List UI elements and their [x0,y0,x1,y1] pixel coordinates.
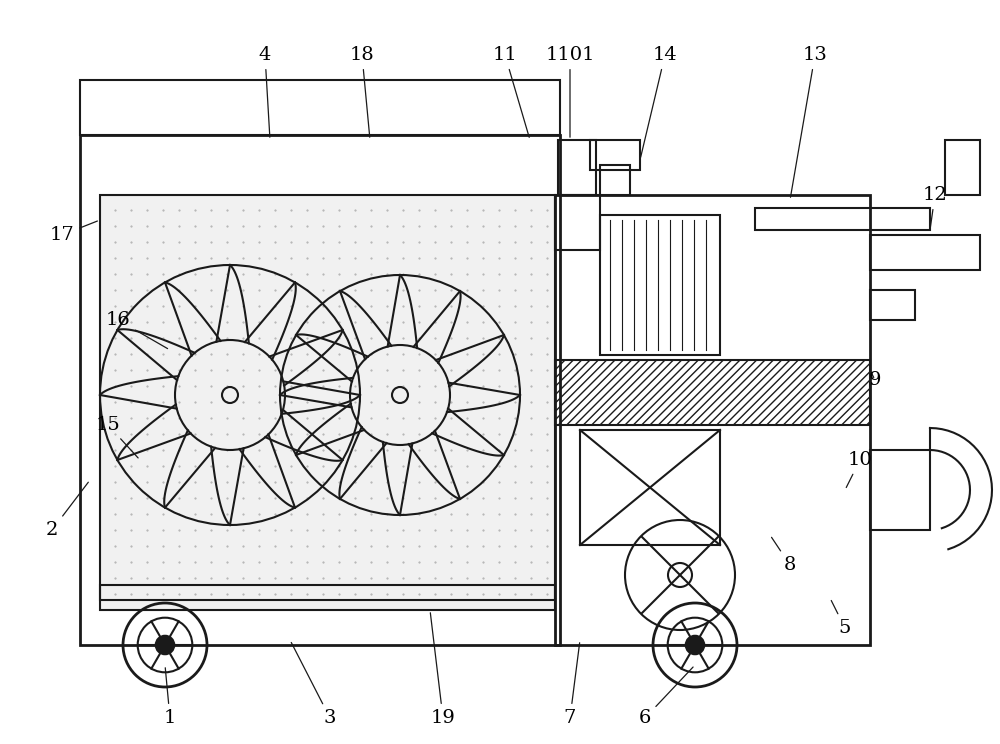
Bar [555,360,870,425]
Text: 19: 19 [430,613,455,727]
Text: 13: 13 [790,46,827,197]
Circle shape [156,636,174,654]
Text: 14: 14 [641,46,677,157]
Circle shape [686,636,704,654]
Bar [600,215,720,355]
Bar [100,195,555,610]
Bar [590,140,640,170]
Text: 12: 12 [923,186,947,227]
Bar [555,195,870,645]
Text: 5: 5 [831,600,851,637]
Bar [870,290,915,320]
Text: 3: 3 [291,643,336,727]
Bar [80,135,560,645]
Text: 17: 17 [50,221,97,244]
Bar [580,430,720,545]
Text: 1101: 1101 [545,46,595,137]
Text: 4: 4 [259,46,271,137]
Bar [870,235,980,270]
Text: 9: 9 [869,371,881,389]
Text: 11: 11 [493,46,529,138]
Bar [870,450,930,530]
Bar [100,585,555,600]
Text: 8: 8 [772,537,796,574]
Bar [558,140,596,195]
Text: 7: 7 [564,643,580,727]
Bar [555,195,600,250]
Bar [600,165,630,195]
Bar [80,80,560,135]
Text: 10: 10 [846,451,872,487]
Text: 15: 15 [96,416,138,458]
Text: 18: 18 [350,46,374,137]
Text: 1: 1 [164,668,176,727]
Text: 16: 16 [106,311,168,349]
Bar [945,140,980,195]
Text: 2: 2 [46,482,88,539]
Text: 6: 6 [639,667,693,727]
Bar [755,208,930,230]
